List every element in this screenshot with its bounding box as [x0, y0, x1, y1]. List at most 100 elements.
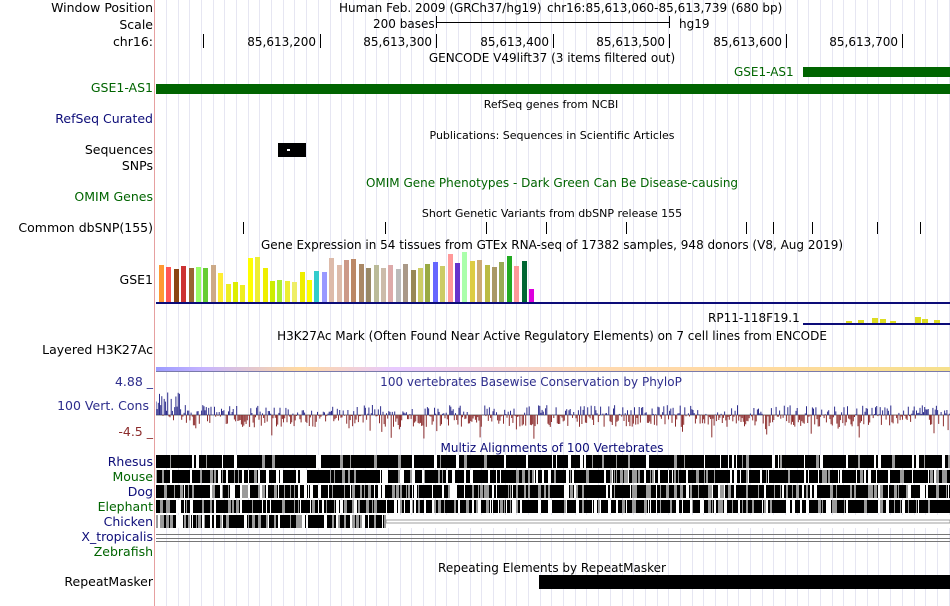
gtex-tissue-bar[interactable] — [388, 265, 394, 302]
multiz-species-elephant[interactable]: Elephant — [97, 499, 153, 514]
gtex-tissue-bar[interactable] — [292, 282, 298, 302]
phylop-track-label[interactable]: 100 Vert. Cons — [57, 398, 149, 413]
phylop-conservation-plot[interactable] — [156, 386, 950, 442]
gtex-tissue-bar[interactable] — [181, 266, 187, 302]
gtex-tissue-bar[interactable] — [314, 271, 320, 302]
h3k27ac-layered-signal[interactable] — [156, 367, 950, 371]
gtex-tissue-bar[interactable] — [506, 256, 512, 302]
snp-variant[interactable] — [773, 222, 774, 234]
gtex-tissue-bar[interactable] — [247, 258, 253, 302]
gtex-tissue-bar[interactable] — [299, 272, 305, 302]
gtex-tissue-bar[interactable] — [188, 268, 194, 302]
gtex-tissue-bar[interactable] — [440, 266, 446, 302]
gtex-right-gene-label[interactable]: RP11-118F19.1 — [708, 311, 800, 325]
gtex-tissue-bar[interactable] — [529, 289, 534, 302]
gtex-tissue-bar[interactable] — [321, 272, 327, 302]
multiz-species-rhesus[interactable]: Rhesus — [107, 454, 153, 469]
snp-variant[interactable] — [626, 222, 627, 234]
gtex-gene-label[interactable]: GSE1 — [119, 272, 153, 287]
gtex-tissue-bar[interactable] — [329, 258, 335, 302]
snp-variant[interactable] — [243, 222, 244, 234]
gtex-tissue-bar[interactable] — [492, 267, 497, 302]
gtex-tissue-bar[interactable] — [262, 268, 268, 302]
multiz-alignment-row[interactable] — [156, 470, 950, 483]
gtex-tissue-bar[interactable] — [344, 260, 349, 302]
gencode-gene-feature[interactable] — [156, 84, 950, 94]
gtex-tissue-bar[interactable] — [462, 252, 468, 302]
gtex-tissue-bar[interactable] — [418, 268, 423, 302]
snp-variant[interactable] — [385, 222, 386, 234]
gtex-tissue-bar[interactable] — [351, 259, 357, 302]
gtex-tissue-bar[interactable] — [240, 285, 246, 302]
gtex-tissue-bar[interactable] — [225, 284, 231, 302]
refseq-track-label[interactable]: RefSeq Curated — [55, 111, 153, 126]
gtex-tissue-bar[interactable] — [915, 317, 921, 323]
gtex-tissue-bar[interactable] — [307, 280, 312, 302]
repeatmasker-track-label[interactable]: RepeatMasker — [64, 574, 153, 589]
snp-variant[interactable] — [746, 222, 747, 234]
gencode-right-gene[interactable] — [803, 67, 950, 77]
gtex-tissue-bar[interactable] — [477, 260, 483, 302]
gtex-tissue-bar[interactable] — [366, 268, 372, 302]
snp-variant[interactable] — [877, 222, 878, 234]
multiz-species-mouse[interactable]: Mouse — [112, 469, 153, 484]
gtex-tissue-bar[interactable] — [521, 261, 527, 302]
gtex-tissue-bar[interactable] — [922, 319, 928, 323]
gtex-tissue-bar[interactable] — [218, 273, 224, 302]
snp-variant[interactable] — [546, 222, 547, 234]
multiz-species-dog[interactable]: Dog — [127, 484, 153, 499]
multiz-zebrafish-gap[interactable] — [156, 541, 950, 542]
gtex-tissue-bar[interactable] — [447, 254, 453, 302]
gtex-tissue-bar[interactable] — [284, 281, 290, 302]
gtex-tissue-bar[interactable] — [166, 267, 172, 302]
gtex-tissue-bar[interactable] — [381, 268, 386, 302]
gtex-tissue-bar[interactable] — [277, 280, 283, 302]
gtex-tissue-bar[interactable] — [196, 267, 201, 302]
h3k27ac-track-label[interactable]: Layered H3K27Ac — [42, 342, 153, 357]
multiz-species-chicken[interactable]: Chicken — [103, 514, 153, 529]
gtex-tissue-bar[interactable] — [455, 263, 460, 302]
omim-track-label[interactable]: OMIM Genes — [74, 189, 153, 204]
gtex-tissue-bar[interactable] — [425, 264, 431, 302]
gtex-tissue-bar[interactable] — [233, 282, 238, 302]
gtex-tissue-bar[interactable] — [336, 265, 342, 302]
gtex-tissue-bar[interactable] — [846, 321, 852, 323]
publication-sequence-feature[interactable] — [278, 143, 306, 157]
multiz-alignment-row[interactable] — [156, 485, 950, 498]
gtex-tissue-bar[interactable] — [358, 264, 364, 302]
multiz-alignment-row[interactable] — [156, 500, 950, 513]
gtex-tissue-bar[interactable] — [934, 320, 940, 323]
gtex-tissue-bar[interactable] — [872, 318, 878, 323]
gtex-tissue-bar[interactable] — [484, 265, 490, 302]
gtex-tissue-bar[interactable] — [173, 269, 179, 302]
gencode-right-gene-label[interactable]: GSE1-AS1 — [734, 65, 794, 79]
gtex-tissue-bar[interactable] — [880, 319, 886, 323]
gtex-tissue-bar[interactable] — [395, 269, 401, 302]
gtex-tissue-bar[interactable] — [373, 265, 379, 302]
multiz-x-tropicalis-gap[interactable] — [156, 534, 950, 539]
dbsnp-track-label[interactable]: Common dbSNP(155) — [18, 220, 153, 235]
gtex-tissue-bar[interactable] — [270, 281, 275, 302]
gtex-tissue-bar[interactable] — [890, 321, 896, 323]
multiz-species-zebrafish[interactable]: Zebrafish — [93, 544, 153, 559]
snp-variant[interactable] — [920, 222, 921, 234]
gtex-tissue-bar[interactable] — [469, 261, 475, 302]
multiz-alignment-row[interactable] — [156, 455, 950, 468]
gtex-tissue-bar[interactable] — [514, 266, 520, 302]
publications-snps-label[interactable]: SNPs — [121, 158, 153, 173]
snp-variant[interactable] — [812, 222, 813, 234]
gtex-tissue-bar[interactable] — [410, 270, 416, 302]
repeatmasker-element[interactable] — [539, 575, 950, 589]
gtex-tissue-bar[interactable] — [159, 265, 164, 302]
snp-variant[interactable] — [486, 222, 487, 234]
gtex-tissue-bar[interactable] — [858, 320, 864, 323]
gtex-tissue-bar[interactable] — [203, 268, 209, 302]
gtex-tissue-bar[interactable] — [403, 264, 409, 302]
publications-sequences-label[interactable]: Sequences — [84, 142, 153, 157]
gtex-tissue-bar[interactable] — [499, 262, 505, 302]
gencode-gene-label[interactable]: GSE1-AS1 — [90, 80, 153, 95]
gtex-tissue-bar[interactable] — [210, 265, 216, 302]
gtex-tissue-bar[interactable] — [255, 257, 261, 302]
multiz-species-x-tropicalis[interactable]: X_tropicalis — [81, 529, 153, 544]
